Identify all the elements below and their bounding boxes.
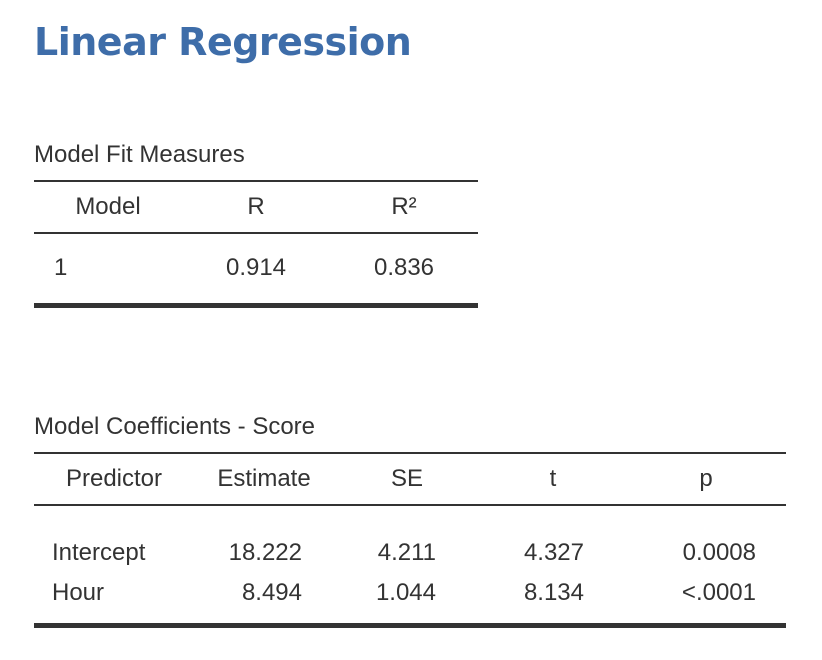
table-header-row: Model R R² xyxy=(34,181,478,233)
model-coefficients-section: Model Coefficients - Score Predictor Est… xyxy=(34,412,786,628)
column-header-se: SE xyxy=(390,465,423,492)
cell-estimate: 8.494 xyxy=(241,579,302,606)
table-row: 1 0.914 0.836 xyxy=(34,233,478,305)
cell-r: 0.914 xyxy=(225,254,287,282)
model-fit-section: Model Fit Measures Model R R² 1 0.914 0.… xyxy=(34,140,478,308)
column-header-predictor: Predictor xyxy=(65,465,163,492)
column-header-r: R xyxy=(247,193,265,220)
column-header-model: Model xyxy=(75,193,141,220)
cell-p: <.0001 xyxy=(681,579,756,606)
cell-se: 4.211 xyxy=(377,539,436,566)
cell-t: 4.327 xyxy=(523,539,584,566)
model-coefficients-table: Predictor Estimate SE t p Intercept 18.2… xyxy=(34,452,786,628)
page-title: Linear Regression xyxy=(34,20,412,64)
column-header-r-squared: R² xyxy=(391,193,417,220)
cell-predictor: Hour xyxy=(52,579,105,606)
table-header-row: Predictor Estimate SE t p xyxy=(34,453,786,505)
model-fit-caption: Model Fit Measures xyxy=(34,141,245,168)
column-header-estimate: Estimate xyxy=(217,465,311,492)
table-row: Hour 8.494 1.044 8.134 <.0001 xyxy=(34,569,786,625)
cell-r-squared: 0.836 xyxy=(373,254,435,282)
cell-predictor: Intercept xyxy=(52,539,146,566)
cell-se: 1.044 xyxy=(375,579,436,606)
column-header-t: t xyxy=(549,465,557,492)
model-coefficients-caption: Model Coefficients - Score xyxy=(34,413,316,440)
table-row: Intercept 18.222 4.211 4.327 0.0008 xyxy=(34,505,786,569)
cell-model: 1 xyxy=(54,254,68,282)
cell-t: 8.134 xyxy=(523,579,584,606)
model-fit-table: Model R R² 1 0.914 0.836 xyxy=(34,180,478,308)
cell-estimate: 18.222 xyxy=(228,539,302,566)
column-header-p: p xyxy=(699,465,713,492)
cell-p: 0.0008 xyxy=(682,539,756,566)
